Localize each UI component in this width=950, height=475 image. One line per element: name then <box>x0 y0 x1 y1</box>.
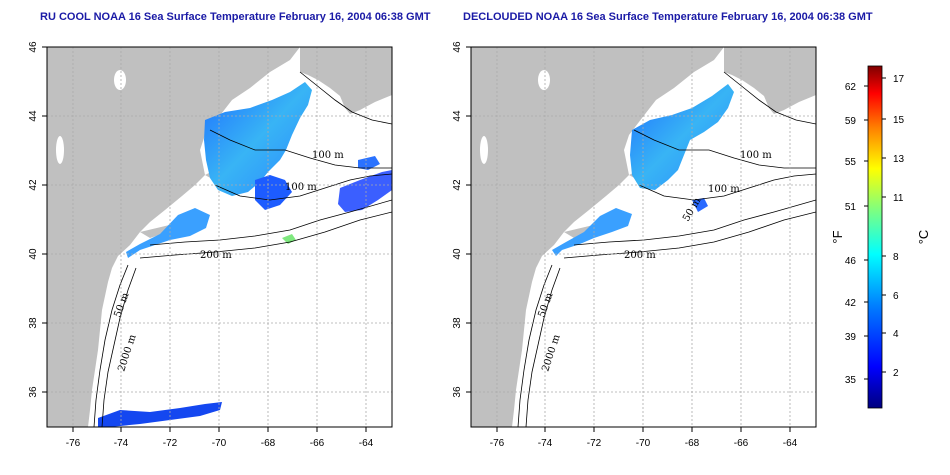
lat-label: 40 <box>28 248 39 260</box>
lon-label: -74 <box>114 438 129 449</box>
contour-label-200m: 200 m <box>624 250 656 261</box>
celsius-tick: 17 <box>893 74 905 85</box>
right-lon-labels: -76 -74 -72 -70 -68 -66 -64 <box>490 438 798 449</box>
lon-label: -74 <box>538 438 553 449</box>
celsius-tick: 15 <box>893 115 905 126</box>
lon-label: -64 <box>359 438 374 449</box>
right-lat-labels: 46 44 42 40 38 36 <box>452 41 463 398</box>
left-grid <box>47 47 392 427</box>
left-map-panel: 100 m 100 m 200 m 50 m 2000 m -76 -74 -7… <box>28 41 393 449</box>
lon-label: -72 <box>587 438 602 449</box>
lat-label: 42 <box>28 179 39 191</box>
celsius-tick: 4 <box>893 329 899 340</box>
fahrenheit-tick-labels: 62 59 55 51 46 42 39 35 <box>845 82 857 386</box>
right-map-title: DECLOUDED NOAA 16 Sea Surface Temperatur… <box>463 11 873 23</box>
lat-label: 38 <box>28 317 39 329</box>
lon-label: -72 <box>163 438 178 449</box>
lat-label: 46 <box>452 41 463 53</box>
land-us-coast <box>47 47 300 427</box>
lon-label: -68 <box>685 438 700 449</box>
fahrenheit-tick: 46 <box>845 256 857 267</box>
lat-label: 46 <box>28 41 39 53</box>
celsius-tick: 2 <box>893 368 899 379</box>
land-us-coast <box>471 47 724 427</box>
fahrenheit-tick: 35 <box>845 375 857 386</box>
contour-label-100m-a: 100 m <box>312 150 344 161</box>
temperature-colorbar: 62 59 55 51 46 42 39 35 17 15 13 11 8 6 … <box>830 65 931 409</box>
fahrenheit-tick: 62 <box>845 82 857 93</box>
sst-gulf-of-maine <box>630 84 734 190</box>
bathymetry-contours <box>517 71 816 427</box>
left-lat-labels: 46 44 42 40 38 36 <box>28 41 39 398</box>
lon-label: -64 <box>783 438 798 449</box>
lon-label: -70 <box>212 438 227 449</box>
lat-label: 44 <box>28 110 39 122</box>
lat-label: 42 <box>452 179 463 191</box>
lon-label: -68 <box>261 438 276 449</box>
lat-label: 36 <box>28 386 39 398</box>
celsius-tick: 8 <box>893 252 899 263</box>
lat-label: 36 <box>452 386 463 398</box>
sst-south <box>98 402 222 427</box>
land-nova-scotia <box>724 47 816 114</box>
sst-georges-bank <box>255 175 292 210</box>
fahrenheit-unit-label: °F <box>830 230 845 243</box>
celsius-unit-label: °C <box>916 230 931 245</box>
fahrenheit-tick: 42 <box>845 298 857 309</box>
land-nova-scotia <box>300 47 392 114</box>
contour-label-100m-b: 100 m <box>285 182 317 193</box>
sst-georges-bank <box>692 198 708 212</box>
right-axis-ticks <box>466 46 791 432</box>
left-axis-ticks <box>42 46 367 432</box>
sst-south-new-england <box>126 208 210 258</box>
lat-label: 38 <box>452 317 463 329</box>
bathymetry-contours <box>93 71 392 427</box>
fahrenheit-tick: 59 <box>845 116 857 127</box>
sst-east-small <box>358 156 380 170</box>
lon-label: -76 <box>66 438 81 449</box>
lon-label: -76 <box>490 438 505 449</box>
sst-south-new-england <box>552 208 632 256</box>
contour-label-100m-b: 100 m <box>708 184 740 195</box>
celsius-tick-labels: 17 15 13 11 8 6 4 2 <box>893 74 905 379</box>
right-map-panel: 100 m 100 m 50 m 200 m 50 m 2000 m -76 -… <box>452 41 817 449</box>
sst-gulf-of-maine <box>204 82 312 196</box>
contour-label-200m: 200 m <box>200 250 232 261</box>
lat-label: 40 <box>452 248 463 260</box>
right-grid <box>471 47 816 427</box>
celsius-tick: 11 <box>893 193 904 204</box>
sst-shelf-east <box>338 170 392 212</box>
lon-label: -70 <box>636 438 651 449</box>
lon-label: -66 <box>734 438 749 449</box>
celsius-tick: 13 <box>893 154 905 165</box>
fahrenheit-tick: 39 <box>845 332 857 343</box>
left-lon-labels: -76 -74 -72 -70 -68 -66 -64 <box>66 438 374 449</box>
lat-label: 44 <box>452 110 463 122</box>
left-map-title: RU COOL NOAA 16 Sea Surface Temperature … <box>40 11 431 23</box>
contour-label-100m-a: 100 m <box>740 150 772 161</box>
fahrenheit-tick: 51 <box>845 202 857 213</box>
colorbar-gradient <box>867 65 883 409</box>
lon-label: -66 <box>310 438 325 449</box>
celsius-tick: 6 <box>893 291 899 302</box>
fahrenheit-tick: 55 <box>845 157 857 168</box>
